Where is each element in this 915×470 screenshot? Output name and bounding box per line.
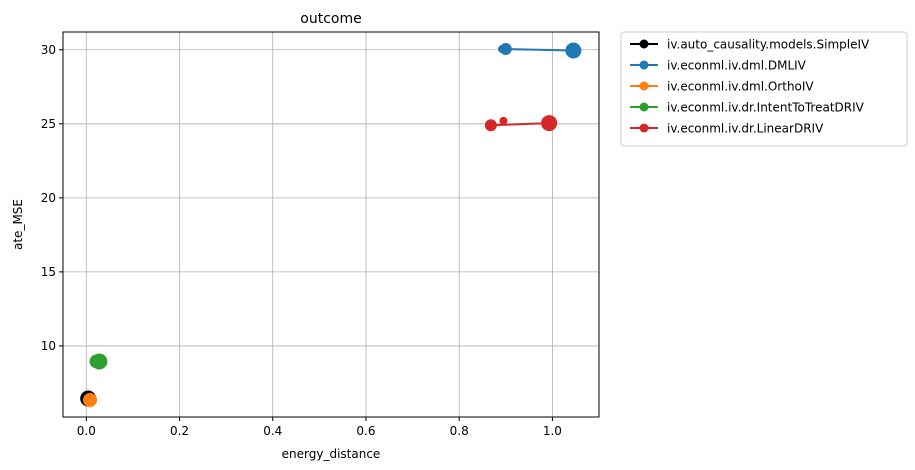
legend-label: iv.auto_causality.models.SimpleIV (667, 38, 870, 52)
legend-label: iv.econml.iv.dml.OrthoIV (667, 80, 814, 94)
data-point (541, 115, 558, 132)
x-tick-label: 0.2 (170, 424, 189, 438)
y-axis-label: ate_MSE (11, 199, 25, 250)
series-line (490, 122, 550, 127)
x-tick-label: 0.4 (263, 424, 282, 438)
legend-marker (639, 123, 649, 133)
series-line (505, 48, 574, 52)
data-point (83, 392, 98, 407)
data-point (499, 116, 508, 125)
legend-marker (639, 60, 649, 70)
x-axis-label: energy_distance (282, 447, 381, 461)
legend-box (620, 31, 908, 147)
x-tick-label: 1.0 (543, 424, 562, 438)
legend-label: iv.econml.iv.dr.IntentToTreatDRIV (667, 101, 865, 115)
data-point (91, 353, 108, 370)
chart-title: outcome (300, 11, 361, 27)
grid-layer (63, 32, 599, 417)
y-tick-label: 10 (41, 339, 56, 353)
series-lines (87, 48, 574, 401)
data-point (484, 119, 497, 132)
axis-ticks: 0.0 0.2 0.4 0.6 0.8 1.0 10 15 20 25 30 (41, 43, 562, 438)
plot-frame (62, 31, 600, 418)
series-markers (80, 42, 582, 407)
x-tick-label: 0.0 (77, 424, 96, 438)
legend-marker (639, 102, 649, 112)
legend-label: iv.econml.iv.dml.DMLIV (667, 59, 807, 73)
data-point (499, 43, 512, 56)
legend-marker (639, 81, 649, 91)
legend-marker (639, 39, 649, 49)
x-tick-label: 0.6 (356, 424, 375, 438)
y-tick-label: 30 (41, 43, 56, 57)
legend-label: iv.econml.iv.dr.LinearDRIV (667, 122, 824, 136)
y-tick-label: 15 (41, 265, 56, 279)
y-tick-label: 20 (41, 191, 56, 205)
legend: iv.auto_causality.models.SimpleIV iv.econ… (620, 31, 908, 147)
y-tick-label: 25 (41, 117, 56, 131)
x-tick-label: 0.8 (450, 424, 469, 438)
data-point (565, 42, 582, 59)
